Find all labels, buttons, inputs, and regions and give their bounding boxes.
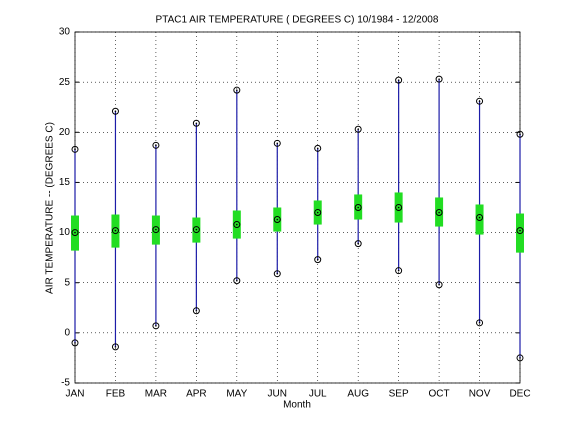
x-tick-label: JUL: [309, 389, 327, 400]
max-marker-dot: [519, 133, 521, 136]
y-tick-label: 5: [64, 277, 70, 288]
mean-marker-dot: [155, 228, 157, 231]
max-marker-dot: [478, 100, 481, 102]
min-marker-dot: [519, 357, 521, 359]
max-marker-dot: [357, 128, 359, 131]
x-tick-label: JUN: [268, 389, 287, 400]
min-marker-dot: [438, 283, 440, 286]
box: [475, 204, 484, 235]
mean-marker: [152, 226, 160, 234]
x-tick-label: JAN: [66, 389, 85, 400]
min-marker: [111, 343, 119, 351]
min-marker-dot: [276, 272, 279, 275]
max-marker-dot: [155, 144, 157, 147]
max-marker: [395, 76, 403, 84]
max-marker-dot: [276, 142, 279, 145]
mean-marker-dot: [316, 211, 319, 214]
mean-marker-dot: [114, 229, 117, 232]
min-marker-dot: [316, 258, 319, 261]
chart-title: PTAC1 AIR TEMPERATURE ( DEGREES C) 10/19…: [156, 15, 439, 26]
x-tick-label: AUG: [347, 389, 369, 400]
mean-marker-dot: [357, 206, 359, 209]
y-tick-label: 15: [59, 177, 71, 188]
min-marker: [395, 267, 403, 275]
max-marker: [111, 107, 119, 115]
min-marker-dot: [114, 346, 117, 348]
x-tick-label: FEB: [106, 389, 126, 400]
min-marker-dot: [236, 279, 238, 282]
mean-marker: [111, 227, 119, 235]
max-marker-dot: [438, 78, 440, 80]
max-marker: [314, 144, 322, 152]
min-marker: [476, 319, 484, 327]
max-marker: [71, 145, 79, 153]
mean-marker-dot: [519, 229, 521, 232]
min-marker: [516, 354, 524, 362]
min-marker: [314, 256, 322, 264]
x-tick-label: OCT: [429, 389, 450, 400]
x-tick-label: DEC: [509, 389, 530, 400]
max-marker-dot: [114, 110, 117, 113]
min-marker: [192, 307, 200, 315]
max-marker: [233, 86, 241, 94]
mean-marker: [516, 227, 524, 235]
min-marker-dot: [397, 269, 400, 272]
min-marker: [273, 270, 281, 278]
max-marker-dot: [195, 122, 198, 125]
mean-marker: [395, 204, 403, 211]
min-marker: [435, 281, 443, 289]
y-tick-label: 10: [59, 227, 71, 238]
y-tick-label: 25: [59, 77, 71, 88]
y-axis-label: AIR TEMPERATURE -- (DEGREES C): [45, 122, 56, 294]
mean-marker-dot: [236, 223, 238, 226]
max-marker: [152, 141, 160, 149]
min-marker: [354, 240, 362, 248]
mean-marker-dot: [74, 231, 76, 234]
max-marker-dot: [74, 148, 76, 151]
mean-marker: [233, 221, 241, 229]
min-marker: [71, 339, 79, 347]
min-marker-dot: [478, 322, 481, 324]
x-tick-label: NOV: [469, 389, 491, 400]
min-marker-dot: [195, 309, 198, 312]
x-tick-label: SEP: [389, 389, 409, 400]
mean-marker-dot: [276, 218, 279, 221]
x-tick-label: MAR: [145, 389, 167, 400]
mean-marker: [71, 229, 79, 237]
mean-marker: [354, 204, 362, 211]
max-marker-dot: [316, 147, 319, 150]
y-tick-label: -5: [61, 378, 70, 389]
mean-marker-dot: [397, 206, 400, 209]
y-tick-label: 30: [59, 27, 71, 38]
mean-marker-dot: [195, 228, 198, 231]
max-marker: [476, 97, 484, 105]
y-tick-label: 20: [59, 127, 71, 138]
plot-frame: [74, 31, 521, 384]
max-marker: [516, 130, 524, 138]
min-marker: [233, 277, 241, 285]
mean-marker: [314, 209, 322, 217]
max-marker: [435, 75, 443, 83]
mean-marker: [273, 216, 281, 224]
max-marker-dot: [397, 79, 400, 81]
min-marker-dot: [74, 342, 76, 344]
mean-marker-dot: [478, 216, 481, 219]
mean-marker: [192, 226, 200, 234]
max-marker-dot: [236, 89, 238, 91]
mean-marker: [476, 214, 484, 222]
x-tick-label: MAY: [226, 389, 247, 400]
min-marker-dot: [357, 242, 359, 245]
max-marker: [354, 125, 362, 133]
mean-marker-dot: [438, 211, 440, 214]
max-marker: [192, 119, 200, 127]
min-marker-dot: [155, 325, 157, 327]
min-marker: [152, 322, 160, 330]
x-axis-label: Month: [283, 400, 311, 411]
mean-marker: [435, 209, 443, 217]
max-marker: [273, 139, 281, 147]
y-tick-label: 0: [64, 327, 70, 338]
x-tick-label: APR: [186, 389, 207, 400]
